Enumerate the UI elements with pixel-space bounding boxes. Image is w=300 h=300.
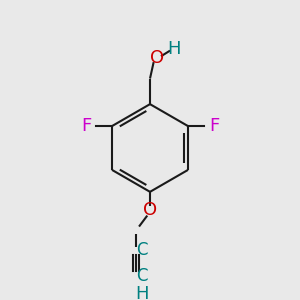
Text: H: H: [167, 40, 181, 58]
Text: C: C: [136, 267, 148, 285]
Text: H: H: [135, 285, 148, 300]
Text: C: C: [136, 241, 148, 259]
Text: O: O: [143, 201, 157, 219]
Text: F: F: [81, 117, 91, 135]
Text: O: O: [150, 50, 164, 68]
Text: F: F: [209, 117, 219, 135]
